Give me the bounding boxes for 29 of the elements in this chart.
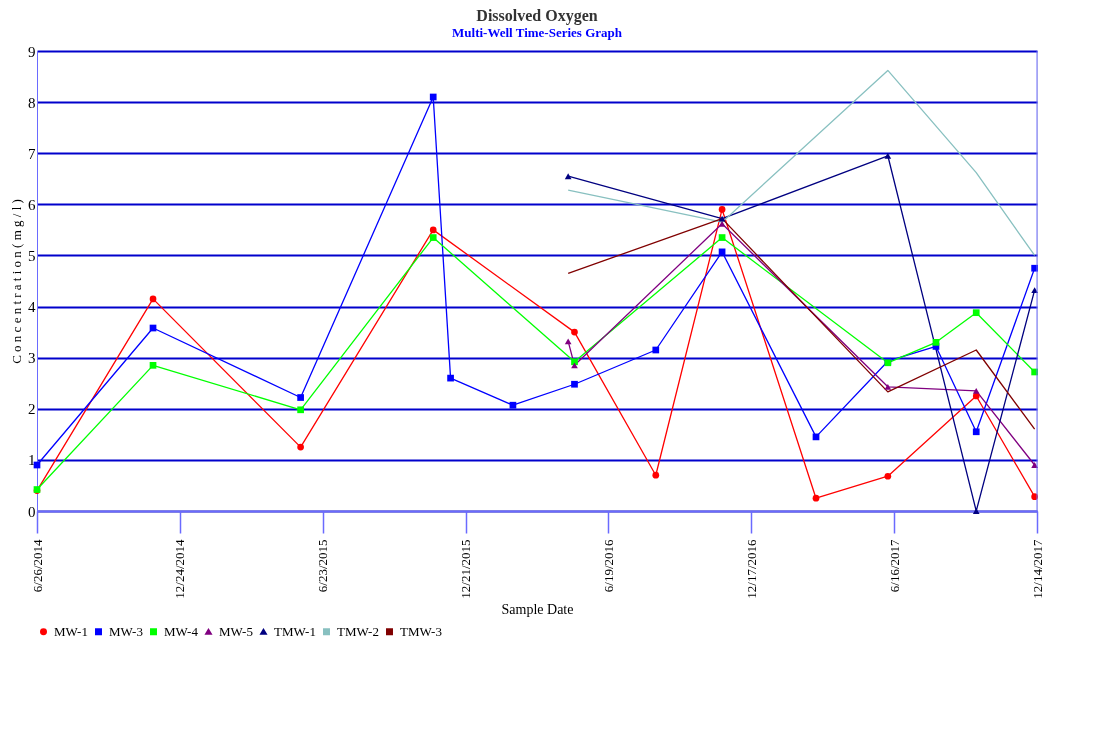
y-tick-label: 3 bbox=[28, 350, 36, 367]
x-axis-title: Sample Date bbox=[501, 601, 574, 617]
legend-label: MW-5 bbox=[219, 623, 253, 639]
y-tick-label: 6 bbox=[28, 196, 36, 213]
y-axis-title: C o n c e n t r a t i o n ( m g / l ) bbox=[9, 199, 24, 364]
legend-label: TMW-3 bbox=[400, 623, 442, 639]
legend-label: MW-3 bbox=[109, 623, 143, 639]
y-tick-label: 8 bbox=[28, 94, 36, 111]
x-tick-label: 12/17/2016 bbox=[743, 539, 759, 599]
y-tick-label: 4 bbox=[28, 299, 36, 316]
y-tick-label: 0 bbox=[28, 503, 36, 520]
chart-title: Dissolved Oxygen bbox=[476, 7, 598, 25]
legend-label: TMW-1 bbox=[274, 623, 316, 639]
y-tick-label: 7 bbox=[28, 145, 36, 162]
chart-subtitle: Multi-Well Time-Series Graph bbox=[452, 25, 623, 40]
x-tick-label: 12/24/2014 bbox=[172, 539, 188, 599]
legend-label: MW-1 bbox=[54, 623, 88, 639]
y-tick-label: 5 bbox=[28, 247, 36, 264]
x-tick-label: 6/23/2015 bbox=[315, 539, 331, 593]
y-tick-label: 9 bbox=[28, 43, 36, 60]
x-tick-label: 12/14/2017 bbox=[1029, 539, 1045, 599]
x-tick-label: 12/21/2015 bbox=[458, 539, 474, 599]
x-tick-label: 6/26/2014 bbox=[29, 539, 45, 593]
legend-label: TMW-2 bbox=[337, 623, 379, 639]
y-tick-label: 1 bbox=[28, 452, 36, 469]
x-tick-label: 6/16/2017 bbox=[886, 539, 902, 593]
x-tick-label: 6/19/2016 bbox=[600, 539, 616, 593]
y-tick-label: 2 bbox=[28, 401, 36, 418]
legend-label: MW-4 bbox=[164, 623, 199, 639]
